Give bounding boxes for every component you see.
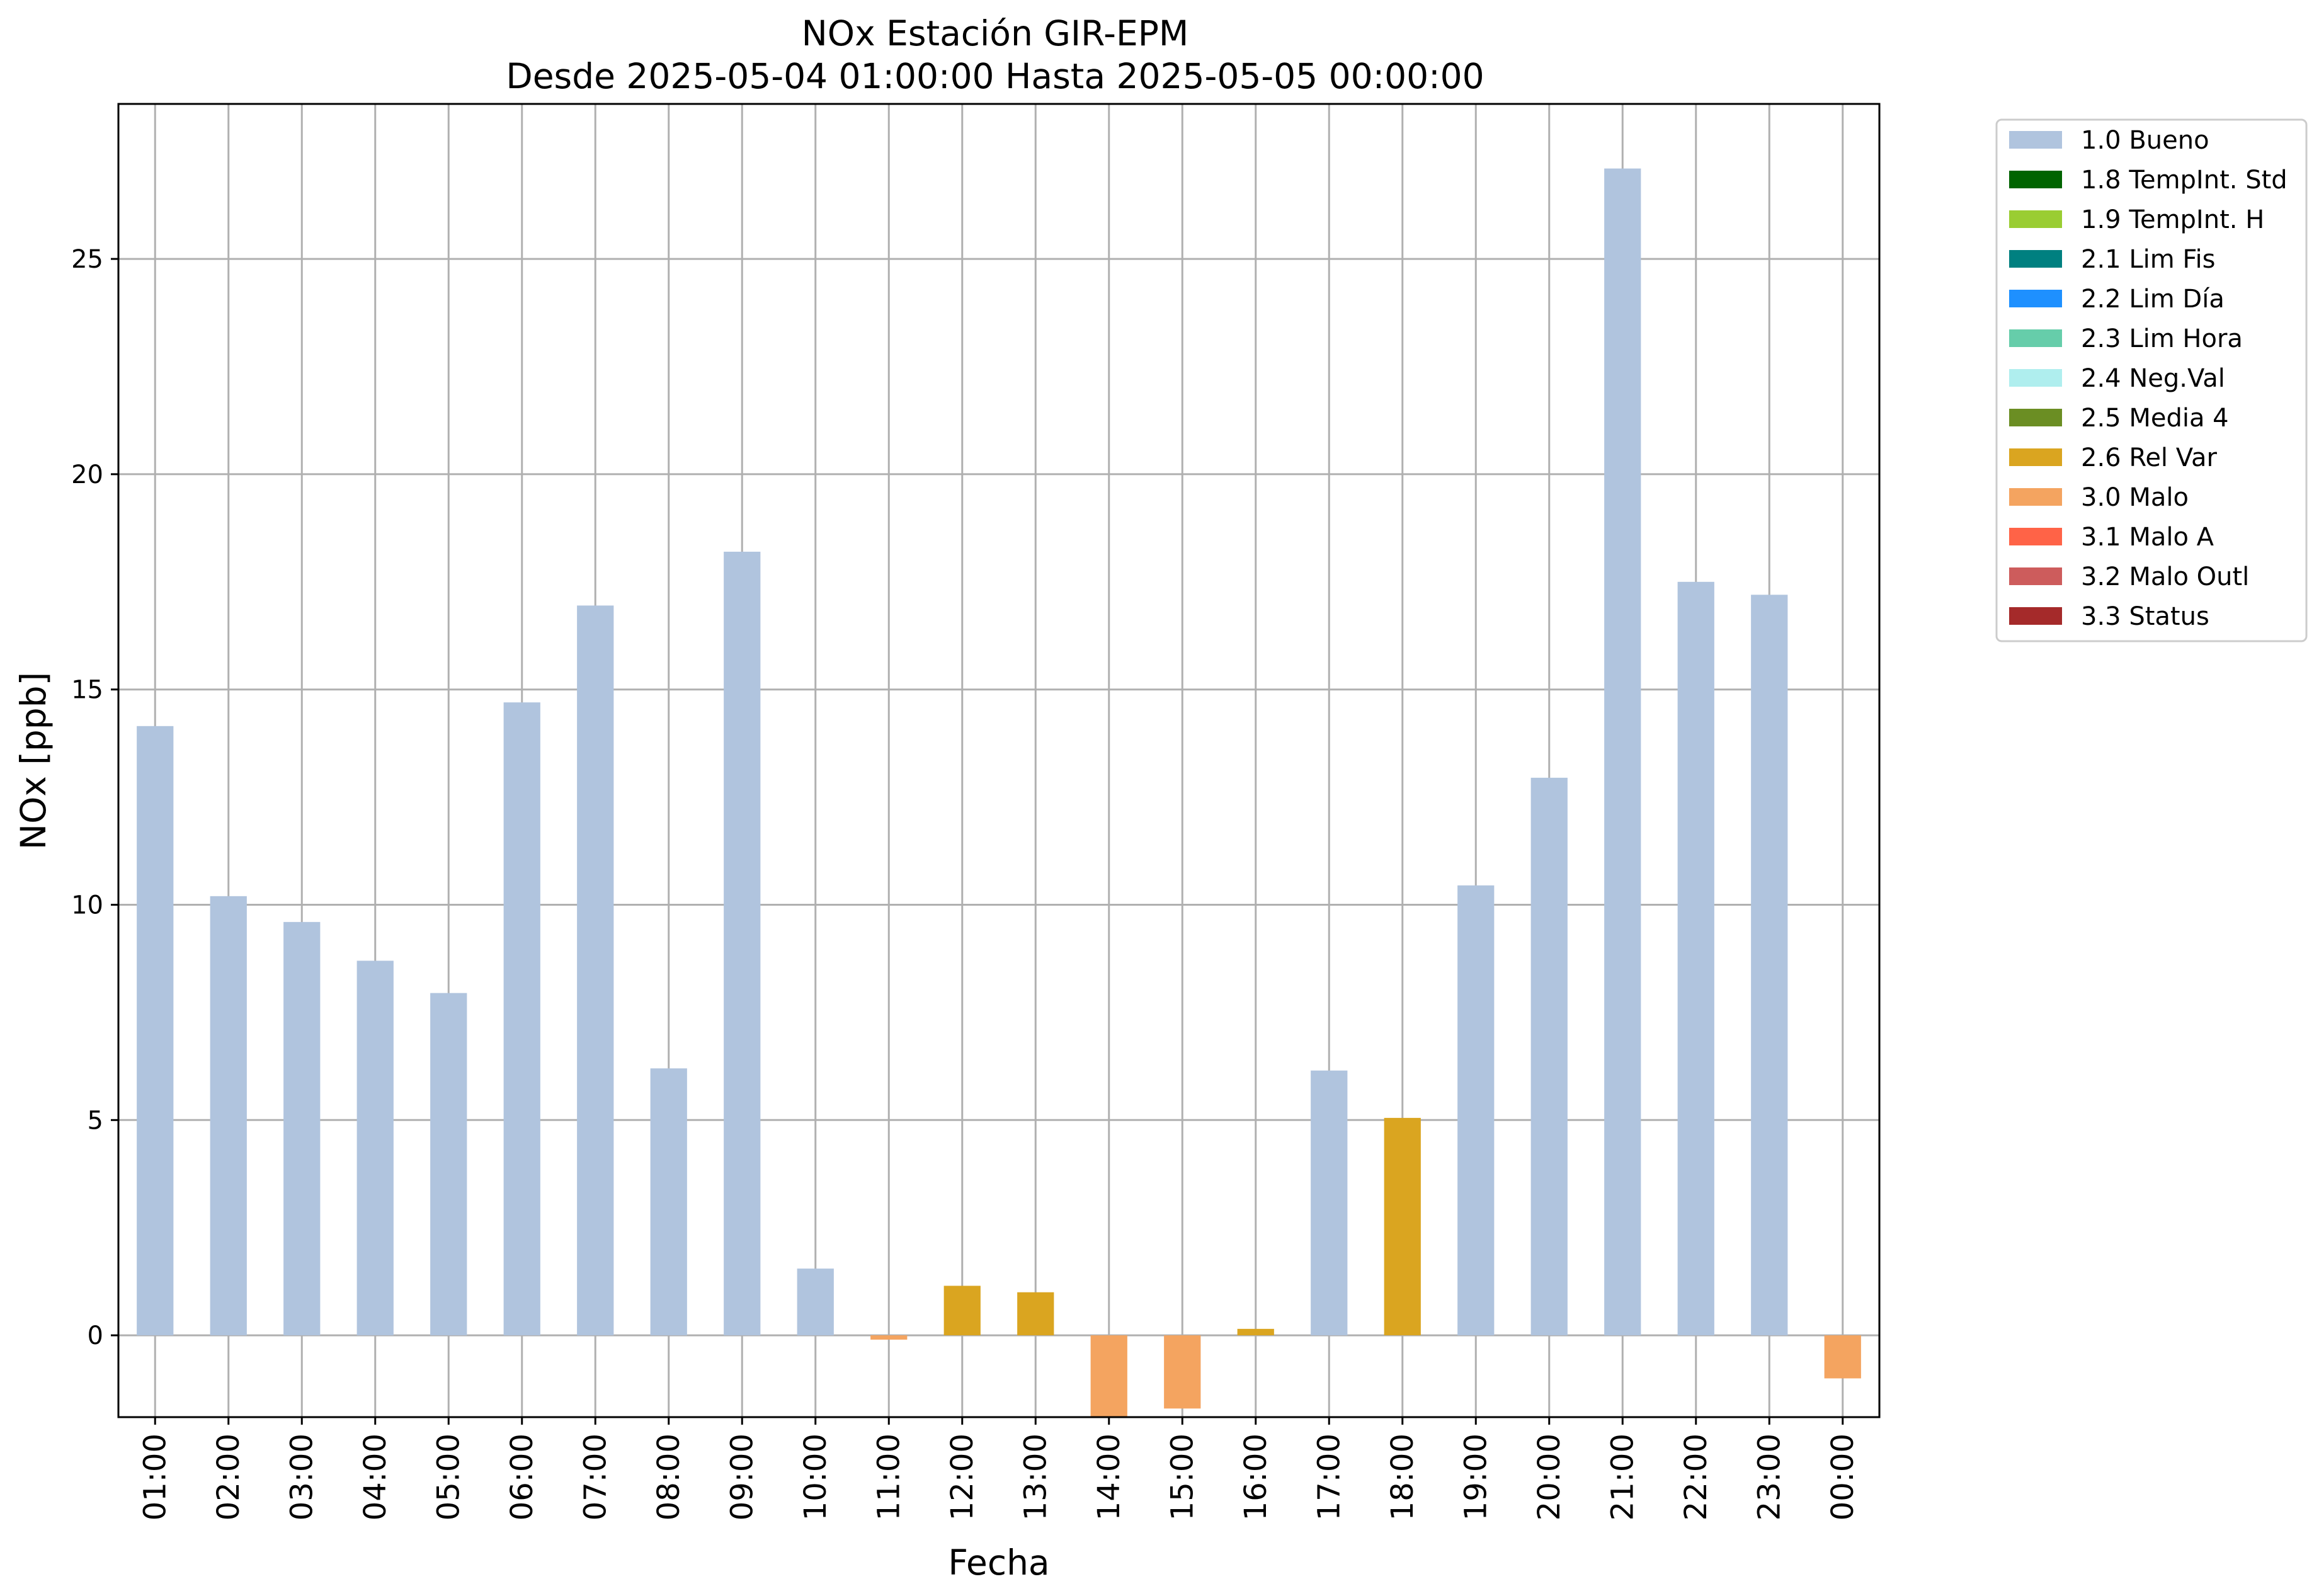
y-tick-label: 0 — [88, 1321, 103, 1350]
legend-entry: 2.3 Lim Hora — [2081, 324, 2243, 353]
legend-entry: 2.5 Media 4 — [2081, 404, 2229, 433]
x-axis-ticks: 01:00 02:00 03:00 04:00 05:00 06:00 07:00 08:00… — [137, 1417, 1860, 1520]
chart-subtitle: Desde 2025-05-04 01:00:00 Hasta 2025-05-… — [506, 56, 1484, 96]
legend-entry: 3.0 Malo — [2081, 483, 2189, 512]
bar-0600 — [503, 702, 540, 1336]
legend-entry: 2.4 Neg.Val — [2081, 364, 2225, 393]
y-tick-label: 25 — [71, 245, 103, 274]
x-tick-label: 10:00 — [798, 1434, 833, 1520]
bar-0800 — [650, 1068, 687, 1336]
x-tick-label: 06:00 — [504, 1434, 540, 1520]
x-tick-label: 12:00 — [945, 1434, 980, 1520]
y-axis-label: NOx [ppb] — [13, 672, 54, 850]
legend-frame — [1995, 118, 2308, 642]
bar-2000 — [1530, 777, 1568, 1336]
legend-entry: 1.9 TempInt. H — [2081, 205, 2264, 234]
chart-title: NOx Estación GIR-EPM — [802, 13, 1189, 54]
bars — [137, 168, 1861, 1417]
bar-1000 — [797, 1268, 834, 1336]
legend: 1.0 Bueno 1.8 TempInt. Std 1.9 TempInt. H 2… — [1995, 118, 2308, 642]
legend-swatch — [2009, 329, 2062, 347]
x-tick-label: 19:00 — [1458, 1434, 1493, 1520]
x-tick-label: 11:00 — [871, 1434, 906, 1520]
bar-1900 — [1457, 885, 1495, 1336]
y-tick-label: 5 — [88, 1106, 103, 1135]
legend-swatch — [2009, 290, 2062, 307]
legend-swatch — [2009, 567, 2062, 585]
x-tick-label: 21:00 — [1605, 1434, 1640, 1520]
legend-entry: 1.0 Bueno — [2081, 126, 2209, 155]
x-tick-label: 13:00 — [1018, 1434, 1053, 1520]
x-tick-label: 04:00 — [358, 1434, 393, 1520]
x-tick-label: 00:00 — [1825, 1434, 1860, 1520]
bar-1200 — [943, 1285, 981, 1336]
bar-0200 — [210, 896, 247, 1336]
bar-1600 — [1237, 1328, 1274, 1336]
bar-1700 — [1311, 1070, 1348, 1336]
bar-1800 — [1384, 1117, 1421, 1336]
legend-entry: 2.6 Rel Var — [2081, 443, 2218, 472]
bar-2300 — [1751, 595, 1788, 1336]
x-axis-label: Fecha — [948, 1542, 1049, 1583]
x-tick-label: 20:00 — [1532, 1434, 1567, 1520]
x-tick-label: 07:00 — [578, 1434, 613, 1520]
x-tick-label: 17:00 — [1311, 1434, 1347, 1520]
legend-swatch — [2009, 448, 2062, 466]
legend-swatch — [2009, 131, 2062, 149]
legend-entry: 1.8 TempInt. Std — [2081, 166, 2288, 195]
bar-0300 — [283, 921, 321, 1336]
x-tick-label: 14:00 — [1091, 1434, 1127, 1520]
x-tick-label: 22:00 — [1678, 1434, 1714, 1520]
legend-swatch — [2009, 210, 2062, 228]
legend-swatch — [2009, 607, 2062, 625]
legend-entry: 2.2 Lim Día — [2081, 285, 2225, 314]
x-tick-label: 05:00 — [431, 1434, 466, 1520]
bar-0400 — [356, 960, 394, 1336]
legend-entry: 2.1 Lim Fis — [2081, 245, 2215, 274]
x-tick-label: 18:00 — [1385, 1434, 1420, 1520]
bar-2100 — [1604, 168, 1641, 1336]
x-tick-label: 16:00 — [1238, 1434, 1273, 1520]
bar-0700 — [577, 605, 614, 1336]
x-tick-label: 02:00 — [211, 1434, 246, 1520]
legend-swatch — [2009, 250, 2062, 268]
legend-swatch — [2009, 528, 2062, 545]
bar-2200 — [1677, 581, 1714, 1336]
legend-swatch — [2009, 369, 2062, 387]
x-tick-label: 03:00 — [284, 1434, 319, 1520]
x-tick-label: 23:00 — [1752, 1434, 1787, 1520]
legend-entry: 3.3 Status — [2081, 602, 2209, 631]
x-tick-label: 08:00 — [651, 1434, 687, 1520]
bar-1400 — [1090, 1335, 1127, 1417]
bar-1100 — [870, 1335, 908, 1340]
y-tick-label: 10 — [71, 891, 103, 920]
y-axis-ticks: 0 5 10 15 20 25 — [71, 245, 118, 1350]
x-tick-label: 01:00 — [137, 1434, 173, 1520]
legend-swatch — [2009, 488, 2062, 506]
y-tick-label: 15 — [71, 676, 103, 705]
plot-frame — [117, 103, 1881, 1418]
x-tick-label: 15:00 — [1165, 1434, 1200, 1520]
bar-1300 — [1017, 1292, 1054, 1336]
bar-0500 — [430, 993, 467, 1336]
bar-1500 — [1164, 1335, 1201, 1409]
legend-swatch — [2009, 171, 2062, 188]
bar-0000 — [1824, 1335, 1861, 1379]
x-tick-label: 09:00 — [724, 1434, 760, 1520]
legend-entry: 3.1 Malo A — [2081, 523, 2214, 552]
bar-0900 — [724, 551, 761, 1336]
legend-swatch — [2009, 409, 2062, 426]
legend-entry: 3.2 Malo Outl — [2081, 562, 2249, 591]
y-tick-label: 20 — [71, 460, 103, 489]
bar-0100 — [137, 726, 174, 1336]
